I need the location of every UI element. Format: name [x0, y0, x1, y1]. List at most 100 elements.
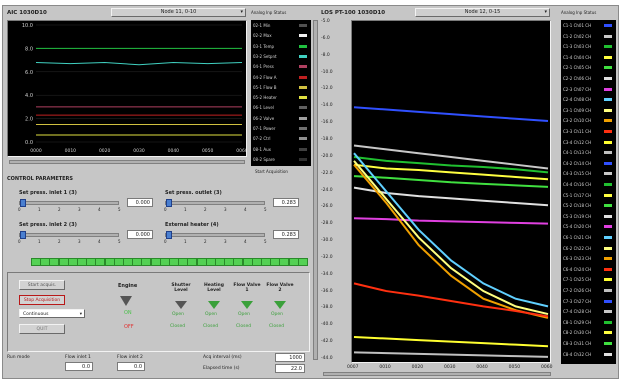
- legend-item[interactable]: C7-1 Ch25 CH: [563, 277, 612, 283]
- slider-knob[interactable]: [20, 231, 26, 239]
- legend-item[interactable]: C5-1 Ch17 CH: [563, 192, 612, 199]
- legend-swatch: [299, 116, 307, 120]
- legend-item-label: C1-3 Ch03 CH: [563, 44, 592, 50]
- legend-item[interactable]: 06-2 Valve: [253, 116, 307, 122]
- legend-swatch: [604, 119, 612, 123]
- legend-item[interactable]: C8-4 Ch32 CH: [563, 352, 612, 358]
- param-slider[interactable]: [19, 199, 119, 207]
- y-tick-label: 2.0: [25, 117, 33, 123]
- right-chart-vscroll[interactable]: [313, 20, 318, 360]
- legend-swatch: [604, 299, 612, 303]
- legend-swatch: [604, 55, 612, 59]
- legend-item[interactable]: C6-2 Ch22 CH: [563, 246, 612, 252]
- legend-item[interactable]: 07-1 Power: [253, 126, 307, 132]
- legend-item[interactable]: C7-2 Ch26 CH: [563, 288, 612, 294]
- legend-item[interactable]: C1-3 Ch03 CH: [563, 44, 612, 50]
- legend-item[interactable]: C1-1 Ch01 CH: [563, 23, 612, 29]
- legend-item-label: C5-1 Ch17 CH: [563, 192, 592, 198]
- x-tick-label: 0030: [133, 148, 145, 154]
- y-tick-label: -34.0: [321, 271, 333, 277]
- legend-item-label: C5-3 Ch19 CH: [563, 213, 592, 219]
- mode-select[interactable]: Continuous ▾: [19, 309, 85, 318]
- dropdown-arrow-icon: ▾: [79, 312, 82, 317]
- legend-item[interactable]: 02-1 Min: [253, 23, 307, 29]
- legend-item[interactable]: C2-3 Ch07 CH: [563, 87, 612, 93]
- param-slider[interactable]: [19, 231, 119, 239]
- y-tick-label: 10.0: [22, 23, 33, 29]
- legend-item[interactable]: C6-3 Ch23 CH: [563, 256, 612, 262]
- legend-swatch: [604, 130, 612, 133]
- legend-item-label: C4-4 Ch16 CH: [563, 182, 592, 187]
- valve-on-label: Open: [238, 312, 251, 317]
- valve-title: Flow Valve 1: [233, 283, 261, 293]
- legend-item[interactable]: 08-1 Aux: [253, 147, 307, 153]
- legend-item[interactable]: 07-2 Ctrl: [253, 136, 307, 142]
- legend-item[interactable]: 05-1 Flow B: [253, 85, 307, 91]
- legend-item[interactable]: C2-4 Ch08 CH: [563, 97, 612, 103]
- left-series-line: [35, 61, 243, 66]
- legend-item[interactable]: C7-4 Ch28 CH: [563, 309, 612, 315]
- param-value[interactable]: 0.000: [127, 230, 153, 239]
- legend-item[interactable]: C4-1 Ch13 CH: [563, 150, 612, 156]
- param-slider[interactable]: [165, 231, 265, 239]
- acq-interval-value[interactable]: 1000: [275, 353, 305, 362]
- left-node-select[interactable]: Node 11, 0-10 ▾: [111, 8, 246, 17]
- legend-item[interactable]: 05-2 Heater: [253, 95, 307, 101]
- left-chart-scrollbar[interactable]: [9, 160, 245, 164]
- right-series-line: [353, 156, 549, 174]
- flow-inlet-2-value[interactable]: 0.0: [117, 362, 145, 371]
- legend-item[interactable]: C5-3 Ch19 CH: [563, 213, 612, 220]
- legend-item[interactable]: 02-2 Max: [253, 33, 307, 39]
- legend-item[interactable]: C8-3 Ch31 CH: [563, 341, 612, 347]
- legend-item[interactable]: 03-2 Setpnt: [253, 54, 307, 60]
- legend-item[interactable]: C4-2 Ch14 CH: [563, 161, 612, 167]
- start-acquisition-button[interactable]: Start acquis.: [19, 280, 65, 290]
- legend-item[interactable]: 04-2 Flow A: [253, 75, 307, 81]
- legend-item[interactable]: C3-3 Ch11 CH: [563, 129, 612, 135]
- valve-title: Shutter Level: [171, 283, 191, 293]
- legend-item[interactable]: C1-4 Ch04 CH: [563, 55, 612, 61]
- legend-item[interactable]: C6-1 Ch21 CH: [563, 235, 612, 241]
- legend-item[interactable]: C1-2 Ch02 CH: [563, 34, 612, 40]
- legend-item[interactable]: C8-2 Ch30 CH: [563, 330, 612, 336]
- legend-item[interactable]: C5-4 Ch20 CH: [563, 224, 612, 230]
- x-tick-label: 0000: [30, 148, 42, 154]
- y-tick-label: -5.0: [321, 19, 330, 24]
- legend-item[interactable]: C4-3 Ch15 CH: [563, 171, 612, 177]
- legend-item[interactable]: C6-4 Ch24 CH: [563, 267, 612, 273]
- legend-item[interactable]: C7-3 Ch27 CH: [563, 299, 612, 305]
- legend-item[interactable]: C8-1 Ch29 CH: [563, 319, 612, 326]
- right-series-line: [353, 144, 549, 170]
- slider-knob[interactable]: [20, 199, 26, 207]
- legend-item[interactable]: C2-1 Ch05 CH: [563, 65, 612, 71]
- legend-item[interactable]: 08-2 Spare: [253, 157, 307, 163]
- param-value[interactable]: 0.283: [273, 198, 299, 207]
- slider-knob[interactable]: [166, 231, 172, 239]
- legend-item[interactable]: C3-2 Ch10 CH: [563, 118, 612, 124]
- right-series-line: [353, 160, 549, 316]
- right-chart-scrollbar[interactable]: [323, 372, 551, 376]
- x-tick-label: 0030: [444, 365, 456, 370]
- flow-inlet-1-value[interactable]: 0.0: [65, 362, 93, 371]
- param-value[interactable]: 0.000: [127, 198, 153, 207]
- legend-item[interactable]: C3-1 Ch09 CH: [563, 107, 612, 114]
- legend-swatch: [604, 77, 612, 80]
- legend-item[interactable]: C2-2 Ch06 CH: [563, 76, 612, 82]
- legend-item[interactable]: 04-1 Press: [253, 64, 307, 70]
- slider-knob[interactable]: [166, 199, 172, 207]
- legend-item[interactable]: C3-4 Ch12 CH: [563, 140, 612, 146]
- stop-acquisition-button[interactable]: Stop Acquisition: [19, 295, 65, 305]
- legend-item[interactable]: 03-1 Temp: [253, 44, 307, 50]
- legend-item[interactable]: C4-4 Ch16 CH: [563, 182, 612, 188]
- right-node-select[interactable]: Node 12, 0-15 ▾: [415, 8, 550, 17]
- legend-item[interactable]: C5-2 Ch18 CH: [563, 203, 612, 209]
- legend-item-label: C3-1 Ch09 CH: [563, 107, 592, 113]
- y-tick-label: 8.0: [25, 46, 33, 52]
- legend-item-label: C8-1 Ch29 CH: [563, 319, 592, 325]
- legend-swatch: [299, 137, 307, 141]
- param-slider[interactable]: [165, 199, 265, 207]
- quit-button[interactable]: QUIT: [19, 324, 65, 334]
- legend-item[interactable]: 06-1 Level: [253, 105, 307, 111]
- legend-swatch: [604, 24, 612, 27]
- param-value[interactable]: 0.283: [273, 230, 299, 239]
